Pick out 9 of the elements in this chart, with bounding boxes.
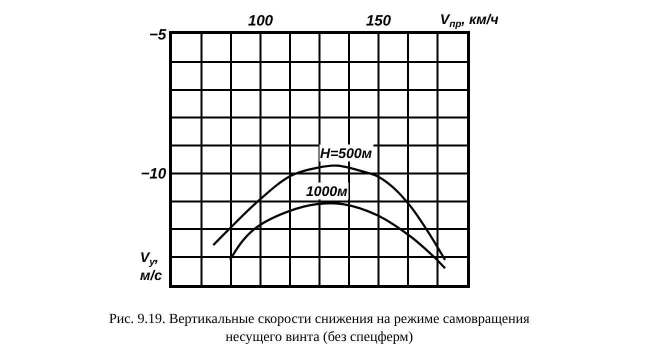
x-tick-label: 150 [366, 12, 392, 30]
x-tick-label: 100 [248, 12, 274, 30]
y-tick-label: −10 [140, 166, 167, 183]
text: Рис. 9.19. Вертикальные скорости снижения на режиме самовращения несущего винта (без спецферм) [109, 312, 530, 346]
y-axis-title: V$_{y}$, м/с [140, 249, 162, 284]
series-label: H=500м [320, 145, 373, 161]
series-label: 1000м [306, 183, 348, 199]
x-axis-title: V$_{пр}$, км/ч [440, 11, 499, 30]
y-tick-label: −5 [149, 26, 167, 44]
